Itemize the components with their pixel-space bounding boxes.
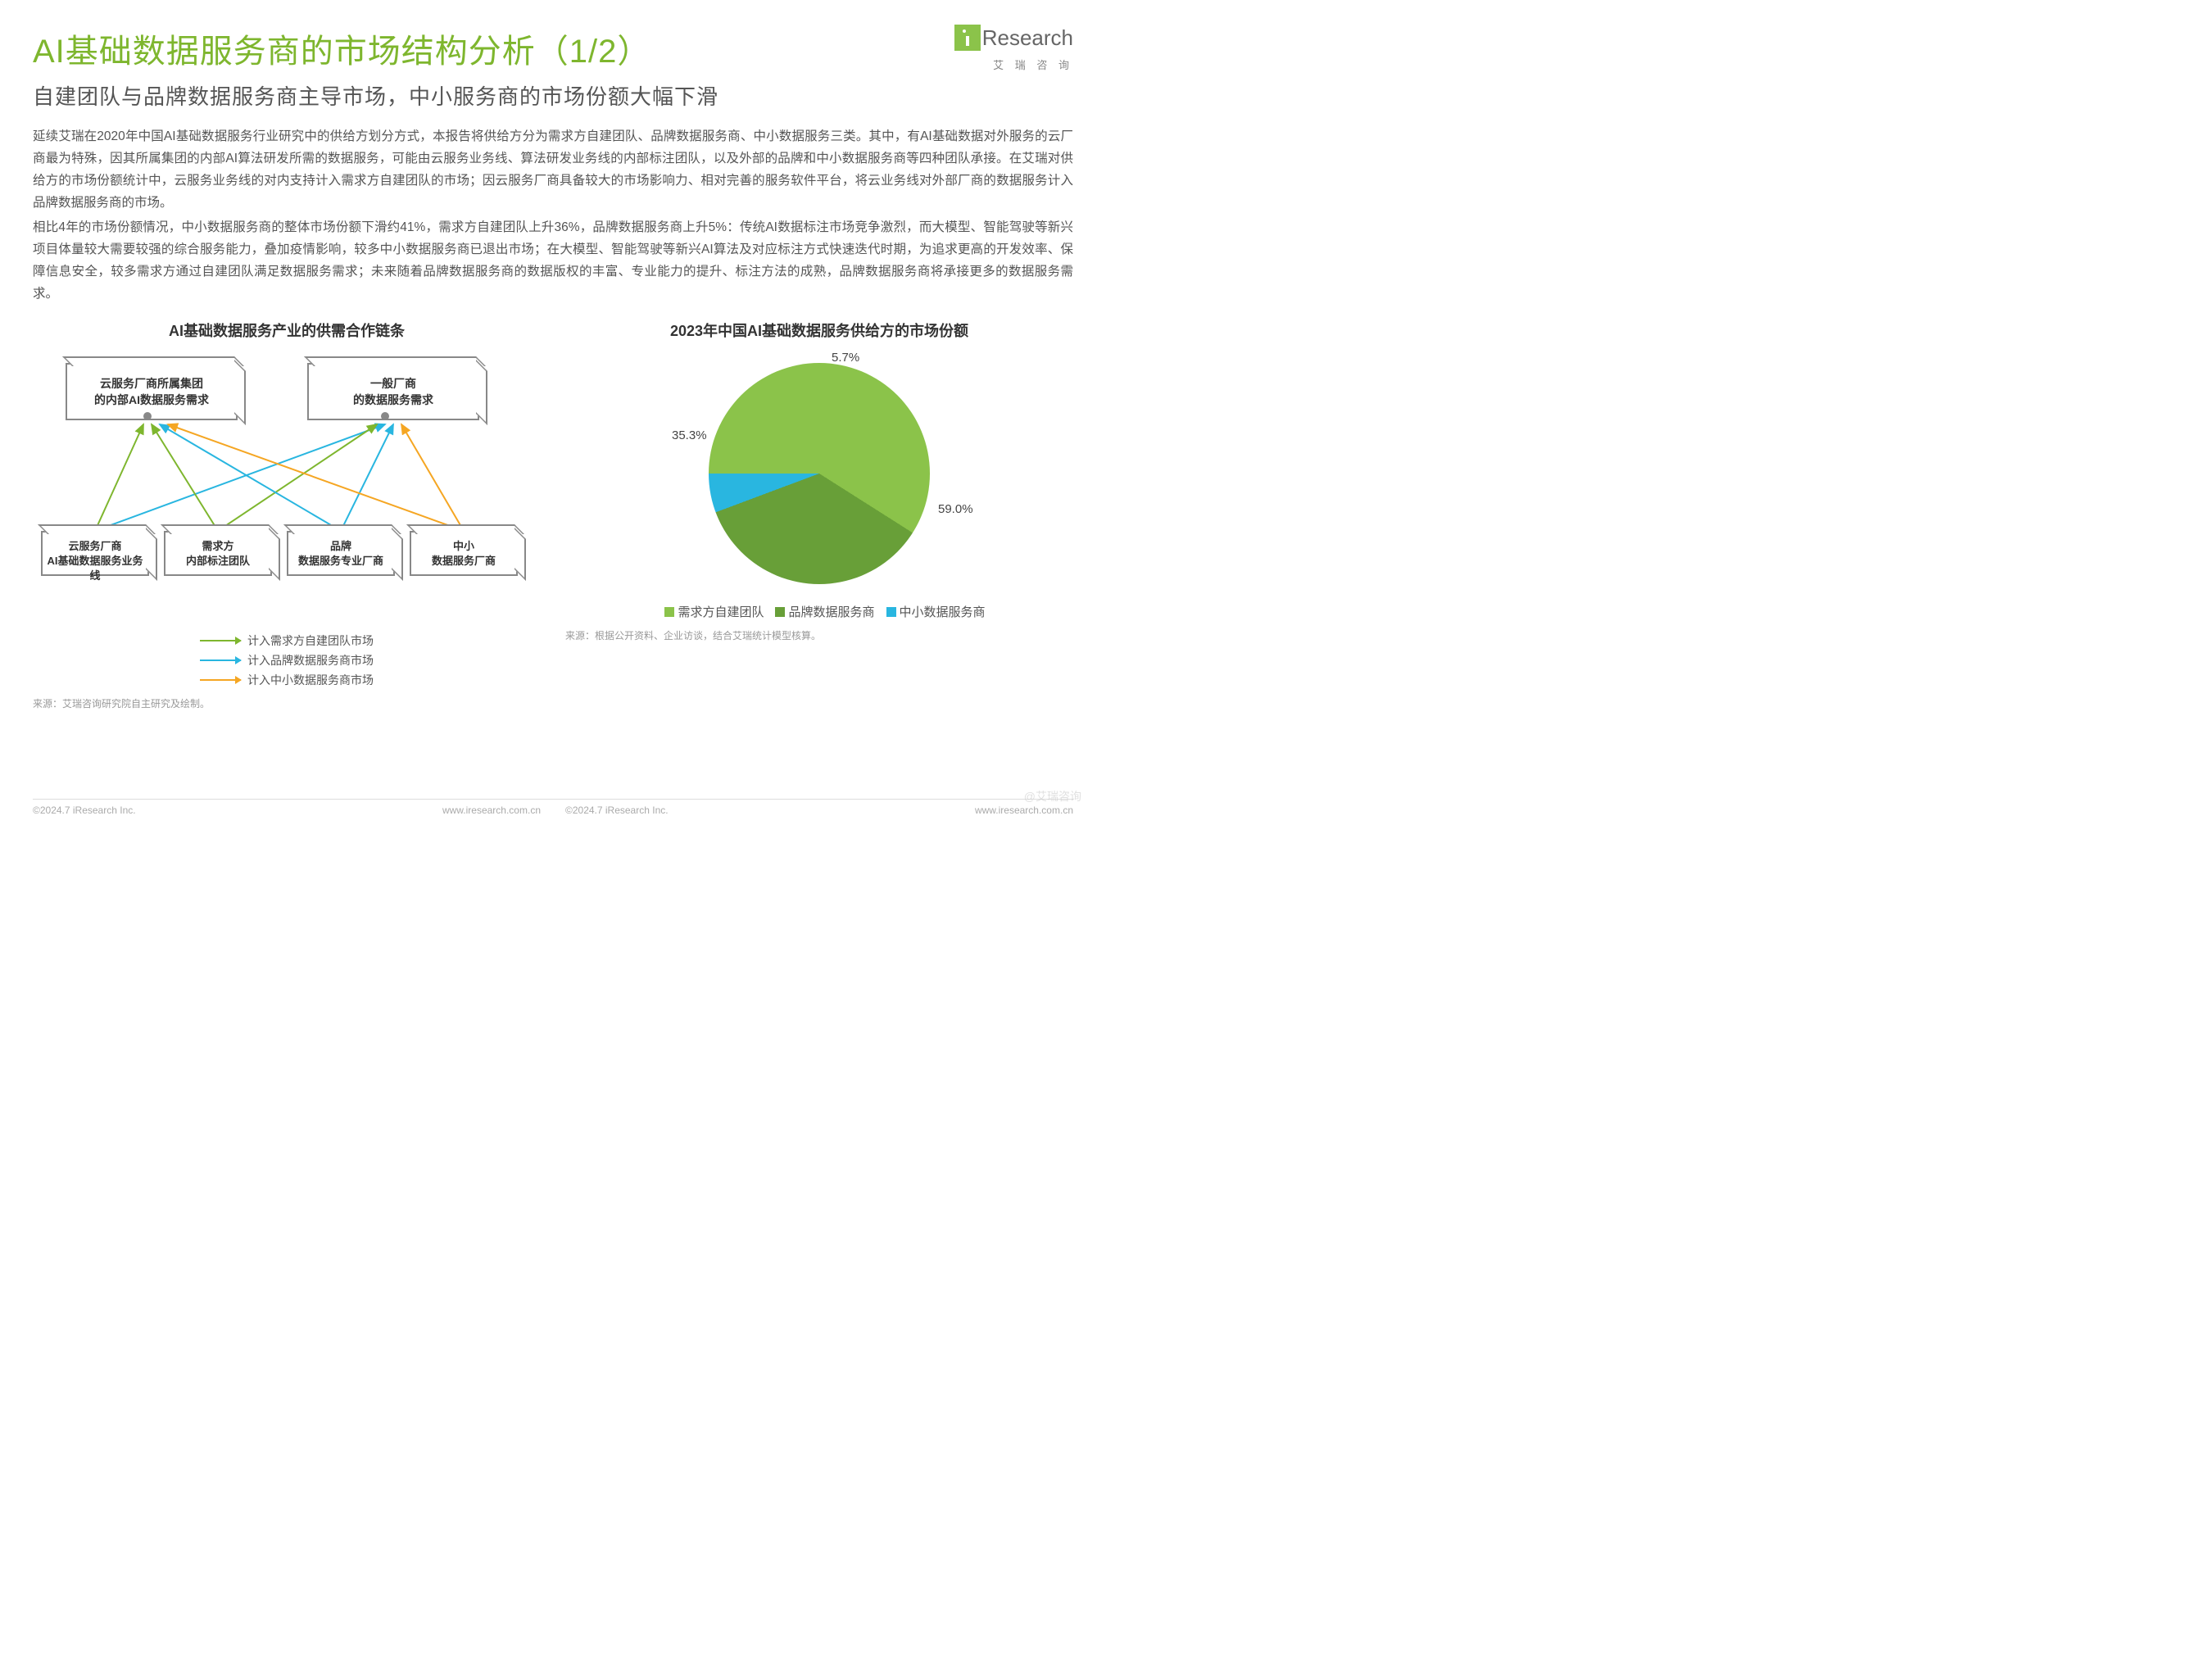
copyright-right: ©2024.7 iResearch Inc. [565,805,669,816]
url-right: www.iresearch.com.cn [975,805,1073,816]
bottom-box-3: 中小数据服务厂商 [410,531,518,576]
pie-label-1: 35.3% [672,428,707,442]
footer: ©2024.7 iResearch Inc. www.iresearch.com… [33,799,1073,816]
diagram-legend-1: 计入品牌数据服务商市场 [33,652,541,669]
copyright-left: ©2024.7 iResearch Inc. [33,805,136,816]
top-box-1: 一般厂商的数据服务需求 [307,363,479,420]
watermark: @艾瑞咨询 [1024,788,1081,805]
body-paragraph-1: 延续艾瑞在2020年中国AI基础数据服务行业研究中的供给方划分方式，本报告将供给… [33,125,1073,215]
bottom-box-0: 云服务厂商AI基础数据服务业务线 [41,531,149,576]
pie-chart [709,363,930,584]
target-dot-0 [143,412,152,420]
logo-subtext: 艾 瑞 咨 询 [954,57,1073,72]
bottom-box-1: 需求方内部标注团队 [164,531,272,576]
page-title: AI基础数据服务商的市场结构分析（1/2） [33,25,650,72]
subtitle: 自建团队与品牌数据服务商主导市场，中小服务商的市场份额大幅下滑 [33,80,1073,111]
pie-source: 来源：根据公开资料、企业访谈，结合艾瑞统计模型核算。 [565,628,1073,642]
supply-chain-diagram: AI基础数据服务产业的供需合作链条 云服务厂商所属集团的内部AI数据服务需求 一般… [33,320,541,710]
body-paragraph-2: 相比4年的市场份额情况，中小数据服务商的整体市场份额下滑约41%，需求方自建团队… [33,216,1073,306]
diagram-legend-2: 计入中小数据服务商市场 [33,672,541,688]
logo-text: Research [982,25,1073,51]
pie-label-2: 5.7% [832,351,859,365]
diagram-legend-0: 计入需求方自建团队市场 [33,632,541,649]
pie-label-0: 59.0% [938,502,973,516]
bottom-box-2: 品牌数据服务专业厂商 [287,531,395,576]
pie-legend: 需求方自建团队品牌数据服务商中小数据服务商 [565,603,1073,620]
pie-title: 2023年中国AI基础数据服务供给方的市场份额 [565,320,1073,341]
logo-icon [954,25,981,51]
url-left: www.iresearch.com.cn [442,805,541,816]
diagram-source: 来源：艾瑞咨询研究院自主研究及绘制。 [33,696,541,710]
top-box-0: 云服务厂商所属集团的内部AI数据服务需求 [66,363,238,420]
target-dot-1 [381,412,389,420]
diagram-title: AI基础数据服务产业的供需合作链条 [33,320,541,341]
market-share-pie: 2023年中国AI基础数据服务供给方的市场份额 59.0% 35.3% 5.7%… [565,320,1073,710]
logo: Research 艾 瑞 咨 询 [954,25,1073,72]
